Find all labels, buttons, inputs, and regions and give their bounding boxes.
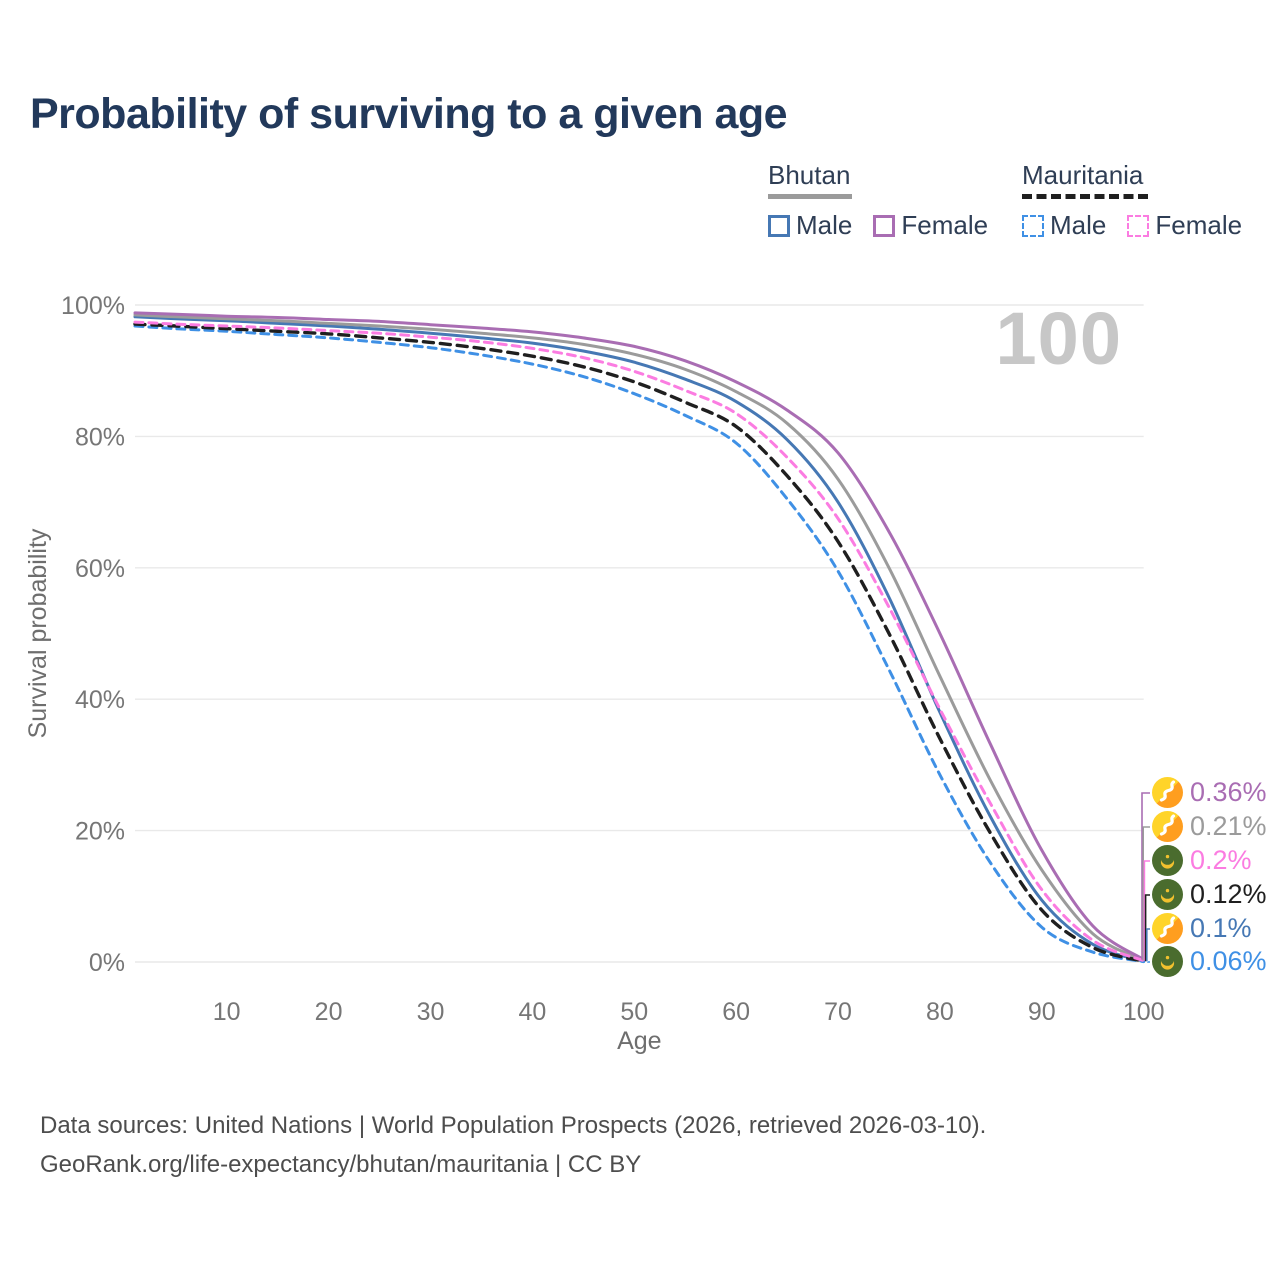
end-label-connector-mauritania <box>1144 894 1150 962</box>
legend-group-title-bhutan[interactable]: Bhutan <box>768 160 851 190</box>
mauritania-flag-icon <box>1152 879 1183 910</box>
end-label-value: 0.2% <box>1190 845 1252 875</box>
y-tick-label: 40% <box>75 686 125 714</box>
end-label-value: 0.12% <box>1190 879 1267 909</box>
mauritania-flag-icon <box>1160 885 1175 903</box>
end-label-value: 0.1% <box>1190 913 1252 943</box>
curve-bhutan-female[interactable] <box>133 311 1146 962</box>
mauritania-flag-icon <box>1152 946 1183 977</box>
end-label-bhutan-female: 0.36% <box>1152 777 1267 808</box>
page-title: Probability of surviving to a given age <box>30 90 788 138</box>
y-tick-label: 100% <box>61 292 125 320</box>
y-axis-title: Survival probability <box>24 528 52 738</box>
end-label-mauritania-female: 0.2% <box>1152 845 1252 876</box>
legend-label[interactable]: Male <box>1050 210 1107 240</box>
legend-item-mauritania-female[interactable]: Female <box>1127 210 1242 241</box>
legend-underline-bhutan <box>768 194 852 199</box>
bhutan-flag-icon <box>1152 913 1183 944</box>
end-label-bhutan-male: 0.1% <box>1152 913 1252 944</box>
age-watermark: 100 <box>995 297 1122 380</box>
x-tick-label: 20 <box>315 998 343 1026</box>
curve-mauritania-male[interactable] <box>133 324 1146 964</box>
end-label-connector-bhutan-female <box>1141 792 1150 960</box>
x-tick-label: 50 <box>620 998 648 1026</box>
x-tick-label: 70 <box>824 998 852 1026</box>
legend-item-bhutan-male[interactable]: Male <box>768 210 852 241</box>
bhutan-flag-icon <box>1159 916 1176 938</box>
end-label-value: 0.36% <box>1190 777 1267 807</box>
bhutan-flag-icon <box>1152 777 1183 808</box>
y-tick-label: 0% <box>89 949 125 977</box>
y-tick-label: 80% <box>75 423 125 451</box>
x-tick-label: 60 <box>722 998 750 1026</box>
x-axis-title: Age <box>617 1027 661 1055</box>
curve-bhutan-male[interactable] <box>133 315 1146 963</box>
bhutan-flag-icon <box>1159 814 1176 836</box>
x-tick-label: 10 <box>213 998 241 1026</box>
legend-label[interactable]: Female <box>901 210 989 240</box>
end-label-value: 0.21% <box>1190 811 1267 841</box>
footer-sources: Data sources: United Nations | World Pop… <box>40 1112 987 1139</box>
legend-swatch-bhutan-female[interactable] <box>873 214 896 237</box>
legend-label[interactable]: Female <box>1155 210 1243 240</box>
mauritania-flag-icon <box>1152 845 1183 876</box>
legend-group-bhutan: Bhutan Male Female <box>768 160 1009 241</box>
legend-group-mauritania: Mauritania Male Female <box>1022 160 1263 241</box>
legend-swatch-mauritania-male[interactable] <box>1022 214 1044 237</box>
footer: Data sources: United Nations | World Pop… <box>40 1106 986 1184</box>
legend-group-title-mauritania[interactable]: Mauritania <box>1022 160 1144 190</box>
bhutan-flag-icon <box>1159 780 1176 802</box>
curve-bhutan[interactable] <box>133 313 1146 963</box>
legend-label[interactable]: Male <box>796 210 853 240</box>
x-tick-label: 30 <box>417 998 445 1026</box>
end-label-connector-mauritania-female <box>1143 860 1150 961</box>
legend-swatch-bhutan-male[interactable] <box>768 214 790 237</box>
x-tick-label: 90 <box>1028 998 1056 1026</box>
curve-mauritania[interactable] <box>133 322 1146 963</box>
footer-link: GeoRank.org/life-expectancy/bhutan/mauri… <box>40 1151 642 1178</box>
legend-underline-mauritania <box>1022 194 1148 199</box>
legend-item-bhutan-female[interactable]: Female <box>873 210 988 241</box>
y-tick-label: 20% <box>75 818 125 846</box>
mauritania-flag-icon <box>1160 952 1175 970</box>
end-label-mauritania-male: 0.06% <box>1152 946 1267 977</box>
legend-item-mauritania-male[interactable]: Male <box>1022 210 1106 241</box>
x-tick-label: 100 <box>1123 998 1165 1026</box>
x-tick-label: 80 <box>926 998 954 1026</box>
mauritania-flag-icon <box>1160 851 1175 869</box>
x-tick-label: 40 <box>518 998 546 1026</box>
end-label-mauritania: 0.12% <box>1152 879 1267 910</box>
end-label-connector-bhutan <box>1142 826 1150 961</box>
bhutan-flag-icon <box>1152 811 1183 842</box>
curve-mauritania-female[interactable] <box>133 320 1146 963</box>
legend-swatch-mauritania-female[interactable] <box>1127 214 1150 237</box>
end-label-bhutan: 0.21% <box>1152 811 1267 842</box>
end-label-connector-bhutan-male <box>1146 928 1150 962</box>
y-tick-label: 60% <box>75 555 125 583</box>
end-label-value: 0.06% <box>1190 946 1267 976</box>
